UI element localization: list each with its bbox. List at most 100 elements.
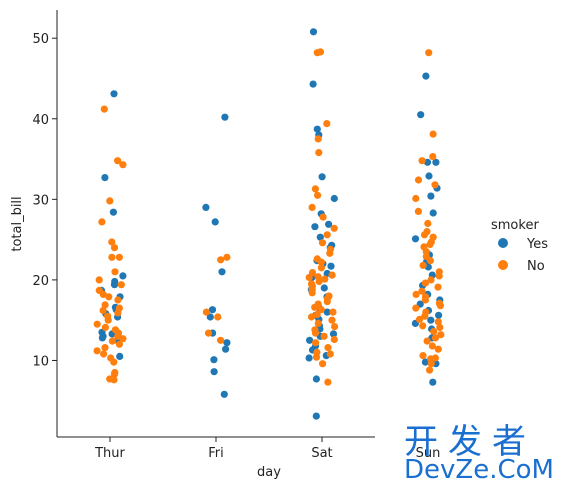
data-point-yes [110, 281, 119, 289]
data-point-no [99, 290, 107, 298]
data-point-no [110, 370, 119, 378]
data-point-no [114, 309, 122, 317]
data-point-yes [311, 223, 319, 231]
data-point-no [317, 258, 325, 266]
data-point-no [314, 135, 322, 143]
data-point-yes [429, 378, 437, 386]
data-point-no [324, 378, 332, 386]
data-point-yes [417, 111, 425, 119]
data-point-no [314, 319, 322, 327]
watermark-chinese: 开发者 [404, 422, 536, 462]
data-point-no [412, 304, 420, 312]
data-point-no [114, 157, 122, 165]
data-point-no [93, 347, 101, 355]
data-point-no [115, 253, 123, 261]
data-point-no [330, 224, 338, 232]
data-point-yes [312, 412, 320, 420]
data-point-yes [202, 203, 210, 211]
data-point-no [419, 322, 427, 330]
data-point-yes [422, 72, 430, 80]
data-point-yes [306, 336, 314, 344]
data-point-no [437, 331, 445, 339]
data-point-no [414, 207, 422, 215]
data-point-no [424, 219, 432, 228]
data-point-no [328, 271, 336, 279]
data-point-yes [320, 284, 328, 292]
y-tick-label: 20 [32, 274, 49, 289]
data-point-no [426, 257, 434, 265]
data-point-no [311, 303, 319, 311]
data-point-yes [98, 334, 106, 342]
data-point-yes [429, 209, 437, 217]
x-ticks: Thur Fri Sat Sun [94, 437, 440, 461]
data-point-no [202, 308, 210, 316]
data-point-no [119, 335, 127, 343]
data-point-no [308, 289, 316, 297]
data-point-no [421, 312, 429, 320]
points-layer [93, 28, 445, 420]
data-point-no [314, 191, 322, 199]
data-point-no [204, 329, 213, 337]
data-point-yes [116, 352, 124, 360]
data-point-yes [427, 192, 435, 200]
data-point-no [99, 306, 107, 315]
data-point-no [108, 253, 116, 261]
data-point-no [312, 339, 320, 347]
data-point-no [110, 244, 119, 252]
data-point-no [430, 327, 438, 336]
data-point-no [426, 366, 434, 374]
legend-title: smoker [491, 218, 539, 233]
data-point-no [100, 105, 108, 113]
data-point-no [324, 344, 332, 352]
data-point-no [431, 181, 439, 189]
data-point-yes [309, 28, 318, 36]
legend: smoker Yes No [491, 218, 548, 274]
data-point-yes [211, 218, 219, 226]
data-point-yes [210, 368, 218, 376]
data-point-no [119, 161, 127, 169]
data-point-no [434, 345, 442, 353]
watermark: 开发者 DevZe.CoM [404, 422, 554, 485]
data-point-no [326, 249, 334, 257]
data-point-no [435, 272, 443, 280]
data-point-yes [323, 308, 331, 316]
data-point-no [319, 213, 327, 221]
data-point-no [105, 293, 113, 301]
data-point-no [330, 335, 338, 344]
data-point-no [315, 277, 323, 286]
data-point-no [415, 315, 424, 323]
data-point-no [313, 310, 321, 319]
data-point-no [414, 176, 423, 184]
data-point-yes [110, 90, 118, 98]
data-point-yes [435, 311, 443, 319]
data-point-no [321, 275, 329, 283]
data-point-no [331, 323, 339, 331]
data-point-yes [218, 268, 226, 276]
data-point-yes [425, 172, 433, 180]
data-point-no [317, 306, 325, 314]
data-point-yes [411, 235, 420, 243]
data-point-yes [312, 375, 320, 383]
data-point-no [420, 231, 429, 239]
data-point-yes [220, 390, 228, 398]
data-point-no [317, 264, 325, 272]
data-point-no [418, 287, 426, 295]
data-point-no [320, 332, 328, 340]
data-point-no [421, 296, 429, 304]
data-point-no [311, 185, 319, 193]
data-point-no [217, 336, 225, 344]
data-point-no [307, 313, 316, 321]
data-point-no [434, 318, 442, 326]
x-tick-label-sat: Sat [311, 446, 332, 461]
data-point-yes [222, 345, 230, 353]
x-tick-label-sun: Sun [416, 446, 441, 461]
data-point-no [318, 239, 327, 247]
y-axis-label: total_bill [10, 196, 25, 251]
data-point-no [328, 316, 336, 324]
x-tick-label-thur: Thur [94, 446, 125, 461]
y-tick-label: 10 [32, 354, 49, 369]
data-point-no [110, 376, 118, 384]
legend-marker-yes [498, 238, 508, 248]
data-point-no [326, 350, 334, 358]
